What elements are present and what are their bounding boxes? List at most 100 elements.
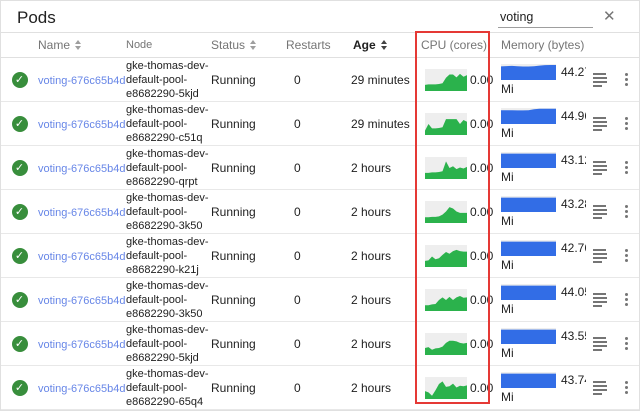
cpu-cell: 0.003 — [416, 200, 493, 223]
search-input[interactable]: voting — [498, 8, 593, 28]
pod-name-link[interactable]: voting-676c65b4d9-tpr — [38, 118, 126, 131]
restarts-cell: 0 — [294, 292, 301, 307]
kebab-menu-icon[interactable] — [624, 161, 628, 174]
cpu-sparkline-chart — [425, 156, 467, 179]
header-age[interactable]: Age — [346, 38, 416, 52]
kebab-menu-icon[interactable] — [624, 205, 628, 218]
cpu-sparkline-chart — [425, 200, 467, 223]
memory-value: 42.766 — [561, 240, 586, 255]
cpu-value: 0.003 — [470, 204, 493, 219]
pod-name-link[interactable]: voting-676c65b4d9-tj6 — [38, 294, 126, 307]
pod-name-link[interactable]: voting-676c65b4d9-72 — [38, 162, 126, 175]
table-row: ✓ voting-676c65b4d9-tpr gke-thomas-dev-d… — [1, 102, 639, 146]
logs-cell — [586, 248, 613, 263]
node-cell: gke-thomas-dev-default-pool-e8682290-k21… — [126, 235, 209, 276]
pod-name-link[interactable]: voting-676c65b4d9-tpj — [38, 338, 126, 351]
memory-sparkline-chart — [501, 371, 556, 388]
pod-name-link[interactable]: voting-676c65b4d9-8f8 — [38, 382, 126, 395]
memory-cell: 44.277 Mi — [493, 63, 586, 96]
status-icon-cell: ✓ — [1, 335, 38, 352]
cpu-cell: 0.002 — [416, 288, 493, 311]
age-cell: 29 minutes — [351, 116, 410, 131]
age-cell: 29 minutes — [351, 72, 410, 87]
status-cell: Running — [211, 116, 256, 131]
node-cell: gke-thomas-dev-default-pool-e8682290-qrp… — [126, 147, 209, 188]
status-icon-cell: ✓ — [1, 159, 38, 176]
header-restarts-label: Restarts — [286, 38, 331, 52]
restarts-cell: 0 — [294, 160, 301, 175]
logs-icon[interactable] — [592, 336, 607, 351]
table-body: ✓ voting-676c65b4d9-xs gke-thomas-dev-de… — [1, 58, 639, 410]
pod-name-cell: voting-676c65b4d9-tpj — [38, 337, 126, 351]
table-row: ✓ voting-676c65b4d9-tpj gke-thomas-dev-d… — [1, 322, 639, 366]
memory-cell: 43.551 Mi — [493, 327, 586, 360]
status-cell: Running — [211, 380, 256, 395]
age-cell: 2 hours — [351, 380, 392, 395]
status-icon-cell: ✓ — [1, 291, 38, 308]
table-row: ✓ voting-676c65b4d9-nv gke-thomas-dev-de… — [1, 190, 639, 234]
status-cell: Running — [211, 292, 256, 307]
memory-cell: 43.281 Mi — [493, 195, 586, 228]
sort-arrows-icon — [250, 40, 257, 50]
logs-icon[interactable] — [592, 292, 607, 307]
header-memory: Memory (bytes) — [493, 38, 586, 52]
logs-cell — [586, 292, 613, 307]
kebab-menu-icon[interactable] — [624, 117, 628, 130]
logs-icon[interactable] — [592, 72, 607, 87]
age-cell: 2 hours — [351, 204, 392, 219]
restarts-cell: 0 — [294, 116, 301, 131]
page-title: Pods — [17, 8, 56, 27]
cpu-sparkline-chart — [425, 288, 467, 311]
kebab-menu-icon[interactable] — [624, 337, 628, 350]
cpu-value: 0.003 — [470, 380, 493, 395]
logs-icon[interactable] — [592, 116, 607, 131]
pod-name-link[interactable]: voting-676c65b4d9-nv — [38, 206, 126, 219]
logs-cell — [586, 116, 613, 131]
logs-icon[interactable] — [592, 248, 607, 263]
memory-cell: 44.961 Mi — [493, 107, 586, 140]
cpu-value: 0.003 — [470, 72, 493, 87]
kebab-menu-icon[interactable] — [624, 293, 628, 306]
close-icon[interactable]: ✕ — [603, 8, 616, 25]
pod-name-cell: voting-676c65b4d9-8f8 — [38, 381, 126, 395]
kebab-menu-icon[interactable] — [624, 249, 628, 262]
node-cell: gke-thomas-dev-default-pool-e8682290-5kj… — [126, 59, 209, 100]
menu-cell — [613, 293, 639, 306]
status-cell: Running — [211, 160, 256, 175]
memory-value: 44.055 — [561, 284, 586, 299]
kebab-menu-icon[interactable] — [624, 73, 628, 86]
memory-value: 44.277 — [561, 64, 586, 79]
header-cpu: CPU (cores) — [416, 38, 493, 52]
logs-icon[interactable] — [592, 160, 607, 175]
age-cell: 2 hours — [351, 336, 392, 351]
table-row: ✓ voting-676c65b4d9-srl gke-thomas-dev-d… — [1, 234, 639, 278]
cpu-cell: 0.003 — [416, 244, 493, 267]
memory-cell: 44.055 Mi — [493, 283, 586, 316]
memory-sparkline-chart — [501, 239, 556, 256]
pod-name-link[interactable]: voting-676c65b4d9-xs — [38, 74, 126, 87]
pod-name-cell: voting-676c65b4d9-72 — [38, 161, 126, 175]
kebab-menu-icon[interactable] — [624, 381, 628, 394]
restarts-cell: 0 — [294, 72, 301, 87]
header-cpu-label: CPU (cores) — [421, 38, 488, 52]
cpu-cell: 0.003 — [416, 156, 493, 179]
memory-cell: 42.766 Mi — [493, 239, 586, 272]
header-name[interactable]: Name — [38, 38, 126, 52]
memory-value: 44.961 — [561, 108, 586, 123]
memory-unit: Mi — [501, 125, 514, 140]
status-cell: Running — [211, 248, 256, 263]
header-status[interactable]: Status — [211, 38, 284, 52]
memory-sparkline-chart — [501, 195, 556, 212]
memory-sparkline-chart — [501, 327, 556, 344]
header-node: Node — [126, 38, 211, 52]
pod-name-link[interactable]: voting-676c65b4d9-srl — [38, 250, 126, 263]
logs-icon[interactable] — [592, 204, 607, 219]
age-cell: 2 hours — [351, 160, 392, 175]
cpu-sparkline-chart — [425, 244, 467, 267]
title-bar: Pods voting ✕ — [1, 1, 639, 33]
memory-unit: Mi — [501, 81, 514, 96]
memory-sparkline-chart — [501, 151, 556, 168]
logs-icon[interactable] — [592, 380, 607, 395]
pod-name-cell: voting-676c65b4d9-xs — [38, 73, 126, 87]
